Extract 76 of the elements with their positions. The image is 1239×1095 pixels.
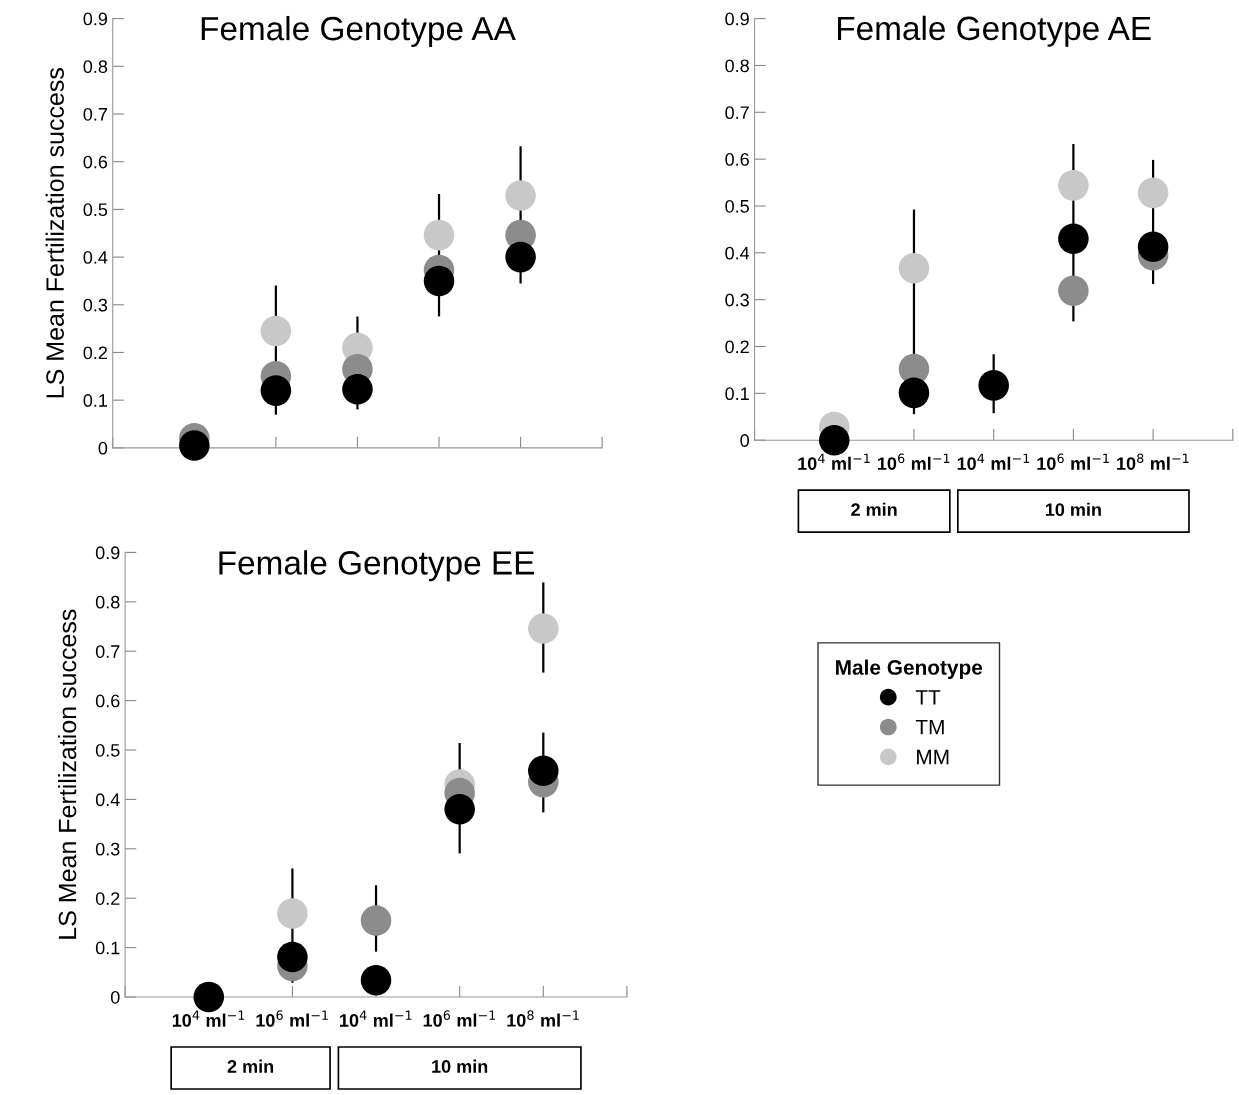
legend-label: MM bbox=[917, 749, 949, 765]
point bbox=[423, 219, 455, 251]
y-tick-label: 0.6 bbox=[83, 155, 108, 169]
y-tick-label: 0 bbox=[110, 990, 120, 1004]
y-tick-label: 0.2 bbox=[725, 340, 749, 354]
x-tick-label: 10$^{8}$ ml$^{−1}$ bbox=[1117, 453, 1189, 470]
y-tick-label: 0 bbox=[740, 434, 749, 447]
legend-label: TM bbox=[915, 719, 944, 735]
point bbox=[528, 755, 559, 787]
text: 10 min bbox=[432, 1059, 488, 1073]
y-tick-label: 0.4 bbox=[83, 251, 108, 264]
y-axis-title: LS Mean Fertilization success bbox=[57, 609, 77, 939]
point bbox=[1137, 231, 1169, 263]
chart-title: Female Genotype AA bbox=[201, 15, 516, 48]
point bbox=[1058, 170, 1089, 201]
x-tick-label: 10$^{6}$ ml$^{−1}$ bbox=[256, 1010, 328, 1027]
y-tick-label: 0.7 bbox=[95, 645, 120, 658]
y-tick-label: 0.6 bbox=[725, 153, 749, 166]
point bbox=[444, 794, 475, 825]
point bbox=[1058, 223, 1089, 255]
point bbox=[277, 941, 308, 973]
y-tick-label: 0.1 bbox=[95, 941, 120, 955]
y-tick-label: 0.9 bbox=[95, 546, 120, 560]
point bbox=[978, 370, 1009, 401]
y-axis-title: LS Mean Fertilization success bbox=[45, 68, 64, 398]
point bbox=[898, 377, 930, 409]
y-tick-label: 0.8 bbox=[83, 60, 108, 74]
point bbox=[505, 241, 536, 273]
text: 2 min bbox=[851, 502, 897, 516]
y-tick-label: 0.4 bbox=[95, 793, 120, 807]
y-tick-label: 0.7 bbox=[725, 106, 749, 120]
y-tick-label: 0.1 bbox=[83, 394, 108, 407]
legend-label: TT bbox=[915, 690, 941, 705]
y-tick-label: 0.3 bbox=[725, 293, 749, 307]
y-tick-label: 0.5 bbox=[95, 743, 120, 757]
x-tick-label: 10$^{6}$ ml$^{−1}$ bbox=[1037, 453, 1109, 470]
y-tick-label: 0.2 bbox=[83, 346, 107, 360]
y-tick-label: 0.6 bbox=[95, 694, 120, 708]
point bbox=[1058, 275, 1089, 307]
legend-title: Male Genotype bbox=[836, 659, 983, 679]
x-tick-label: 10$^{4}$ ml$^{−1}$ bbox=[798, 453, 870, 470]
point bbox=[342, 373, 373, 405]
y-tick-label: 0.5 bbox=[83, 203, 108, 217]
y-tick-label: 0.5 bbox=[725, 199, 749, 213]
point bbox=[260, 375, 292, 406]
y-tick-label: 0.1 bbox=[725, 387, 749, 401]
point bbox=[360, 964, 392, 996]
y-tick-label: 0.2 bbox=[95, 892, 120, 905]
y-tick-label: 0.3 bbox=[83, 298, 108, 312]
text: 10 min bbox=[1045, 502, 1101, 517]
x-tick-label: 10$^{6}$ ml$^{−1}$ bbox=[878, 453, 950, 470]
y-tick-label: 0.8 bbox=[95, 595, 120, 609]
point bbox=[277, 898, 308, 929]
y-tick-label: 0.9 bbox=[83, 12, 108, 26]
x-tick-label: 10$^{6}$ ml$^{−1}$ bbox=[423, 1010, 496, 1027]
x-tick-label: 10$^{4}$ ml$^{−1}$ bbox=[957, 453, 1030, 470]
text: 2 min bbox=[227, 1059, 274, 1073]
point bbox=[360, 905, 392, 936]
x-tick-label: 10$^{8}$ ml$^{−1}$ bbox=[507, 1010, 579, 1027]
y-tick-label: 0.7 bbox=[83, 107, 107, 121]
y-tick-label: 0.3 bbox=[95, 842, 120, 856]
point bbox=[898, 253, 930, 284]
point bbox=[260, 315, 292, 347]
x-tick-label: 10$^{4}$ ml$^{−1}$ bbox=[340, 1010, 412, 1027]
y-tick-label: 0 bbox=[98, 441, 108, 455]
point bbox=[505, 180, 536, 211]
y-tick-label: 0.4 bbox=[725, 246, 750, 260]
chart-title: Female Genotype AE bbox=[838, 15, 1151, 47]
chart-title: Female Genotype EE bbox=[219, 550, 534, 582]
point bbox=[528, 613, 559, 644]
x-tick-label: 10$^{4}$ ml$^{−1}$ bbox=[172, 1010, 245, 1027]
y-tick-label: 0.8 bbox=[725, 59, 749, 73]
point bbox=[179, 430, 210, 461]
y-tick-label: 0.9 bbox=[725, 12, 749, 26]
point bbox=[1137, 177, 1169, 209]
point bbox=[423, 265, 455, 297]
